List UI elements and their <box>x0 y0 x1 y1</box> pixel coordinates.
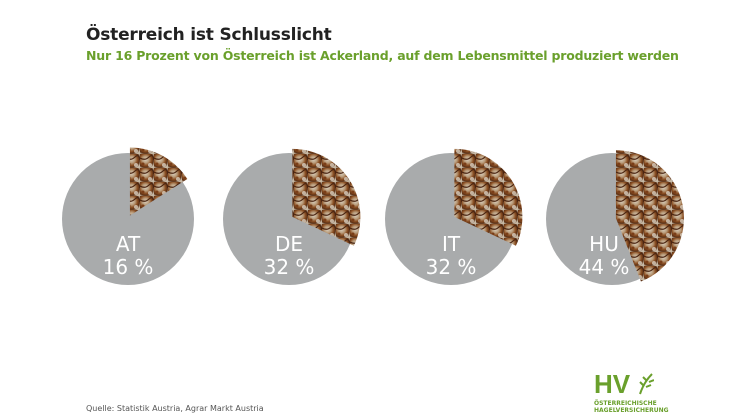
source-note: Quelle: Statistik Austria, Agrar Markt A… <box>86 404 264 413</box>
pie-country-label: DE <box>275 232 303 256</box>
pie-country-label: HU <box>589 232 619 256</box>
pie-value-label: 32 % <box>264 255 315 279</box>
pie-value-label: 32 % <box>426 255 477 279</box>
page-subtitle: Nur 16 Prozent von Österreich ist Ackerl… <box>86 48 679 63</box>
pie-slice <box>615 150 684 282</box>
logo-line2: HAGELVERSICHERUNG <box>594 407 669 414</box>
pie-value-label: 16 % <box>103 255 154 279</box>
pie-country-label: AT <box>116 232 141 256</box>
page-title: Österreich ist Schlusslicht <box>86 25 332 45</box>
pie-slice <box>454 148 523 246</box>
logo-line1: ÖSTERREICHISCHE <box>594 400 657 407</box>
logo-letters: HV <box>594 372 631 396</box>
pie-slice <box>129 147 188 216</box>
pie-value-label: 44 % <box>579 255 630 279</box>
pie-slice <box>292 148 361 246</box>
hv-logo: HV ÖSTERREICHISCHE HAGELVERSICHERUNG <box>594 369 669 414</box>
pie-country-label: IT <box>442 232 461 256</box>
hv-logo-mark: HV <box>594 369 655 399</box>
